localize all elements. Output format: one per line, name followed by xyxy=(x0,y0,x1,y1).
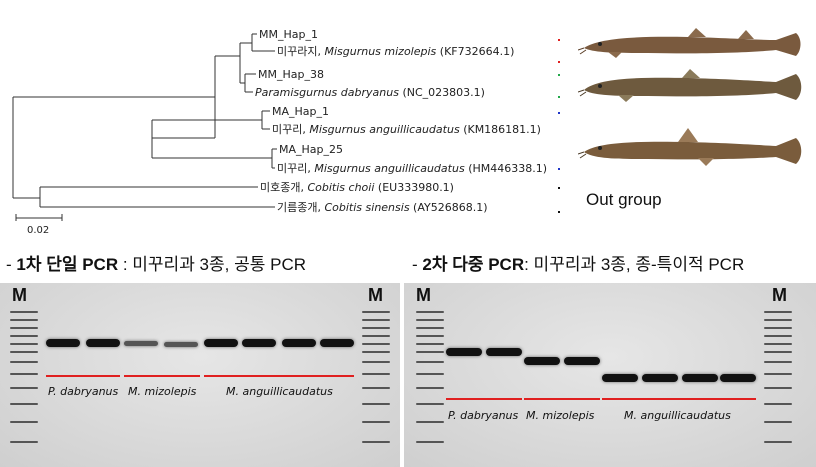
dna-ladder-right xyxy=(362,307,390,457)
tree-leaf-hap: MM_Hap_38 xyxy=(258,68,324,81)
pcr-band xyxy=(320,339,354,347)
phylogenetic-tree: MM_Hap_1 미꾸라지, Misgurnus mizolepis (KF73… xyxy=(12,28,560,236)
tree-leaf-hap: MA_Hap_1 xyxy=(272,105,329,118)
pcr-band xyxy=(642,374,678,382)
bracket-black xyxy=(558,187,560,213)
pcr-band xyxy=(682,374,718,382)
outgroup-label: Out group xyxy=(586,190,662,209)
gel-right-title: - 2차 다중 PCR: 미꾸리과 3종, 종-특이적 PCR xyxy=(412,255,745,274)
pcr-band xyxy=(242,339,276,347)
dna-ladder-left xyxy=(416,307,444,457)
pcr-band xyxy=(524,357,560,365)
tree-leaf: 미꾸리, Misgurnus anguillicaudatus (HM44633… xyxy=(277,162,547,175)
species-label: M. anguillicaudatus xyxy=(226,385,333,398)
pcr-band xyxy=(282,339,316,347)
bracket-blue xyxy=(558,112,560,170)
bracket-red xyxy=(558,39,560,63)
species-label: P. dabryanus xyxy=(448,409,519,422)
species-label: M. anguillicaudatus xyxy=(624,409,731,422)
dna-ladder-left xyxy=(10,307,38,457)
loach-fish-icon xyxy=(578,69,802,102)
loach-fish-icon xyxy=(578,28,801,58)
pcr-band xyxy=(86,339,120,347)
species-group-line xyxy=(204,375,354,377)
species-label: M. mizolepis xyxy=(526,409,595,422)
pcr-band xyxy=(164,342,198,347)
species-group-line xyxy=(124,375,200,377)
species-group-line xyxy=(602,398,756,400)
tree-leaf: 미호종개, Cobitis choii (EU333980.1) xyxy=(260,181,454,194)
tree-leaf: 미꾸리, Misgurnus anguillicaudatus (KM18618… xyxy=(272,123,541,136)
dna-ladder-right xyxy=(764,307,792,457)
marker-label-right: M xyxy=(368,285,383,305)
pcr-band xyxy=(46,339,80,347)
marker-label-left: M xyxy=(416,285,431,305)
species-group-line xyxy=(46,375,120,377)
pcr-band xyxy=(486,348,522,356)
pcr-band xyxy=(602,374,638,382)
gel-image-left: M M P. dabryanus M. mizolepis M. anguill… xyxy=(0,283,400,467)
species-group-line xyxy=(524,398,600,400)
pcr-band xyxy=(446,348,482,356)
marker-label-right: M xyxy=(772,285,787,305)
species-label: P. dabryanus xyxy=(48,385,119,398)
marker-label-left: M xyxy=(12,285,27,305)
loach-fish-icon xyxy=(578,128,802,166)
bracket-green xyxy=(558,74,560,98)
species-group-line xyxy=(446,398,522,400)
gel-image-right: M M P. dabryanus M. mizolepis M. anguill… xyxy=(404,283,816,467)
tree-leaf: 미꾸라지, Misgurnus mizolepis (KF732664.1) xyxy=(277,45,514,58)
tree-leaf: Paramisgurnus dabryanus (NC_023803.1) xyxy=(255,86,485,99)
pcr-band xyxy=(124,341,158,346)
tree-leaf: 기름종개, Cobitis sinensis (AY526868.1) xyxy=(277,201,488,214)
gel-left-title: - 1차 단일 PCR : 미꾸리과 3종, 공통 PCR xyxy=(6,255,306,274)
species-label: M. mizolepis xyxy=(128,385,197,398)
scale-bar-label: 0.02 xyxy=(27,225,49,236)
tree-leaf-hap: MM_Hap_1 xyxy=(259,28,318,41)
tree-leaf-hap: MA_Hap_25 xyxy=(279,143,343,156)
pcr-band xyxy=(720,374,756,382)
pcr-band xyxy=(564,357,600,365)
pcr-band xyxy=(204,339,238,347)
